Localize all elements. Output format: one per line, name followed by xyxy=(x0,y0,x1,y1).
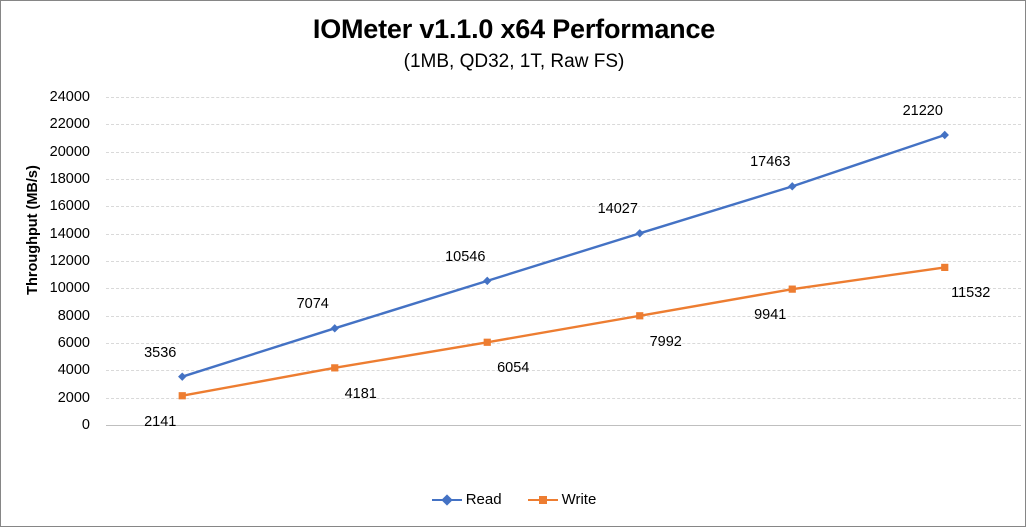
gridline xyxy=(106,97,1021,98)
data-label-read: 3536 xyxy=(144,344,177,361)
gridline xyxy=(106,370,1021,372)
data-label-read: 14027 xyxy=(597,201,638,218)
y-axis-tick-label: 6000 xyxy=(57,335,90,351)
legend-label: Read xyxy=(465,491,502,508)
gridline xyxy=(106,288,1021,290)
data-label-read: 21220 xyxy=(902,102,943,119)
y-axis-tick-label: 10000 xyxy=(49,280,90,297)
plot-area: 24000 22000 20000 18000 16000 14000 12000 10000… xyxy=(50,89,1021,433)
data-label-read: 10546 xyxy=(445,248,486,265)
data-label-read: 7074 xyxy=(296,296,329,313)
y-axis-tick-label: 18000 xyxy=(49,171,90,187)
data-label-write: 9941 xyxy=(754,307,787,324)
x-axis-line xyxy=(106,425,1021,426)
legend-label: Write xyxy=(561,491,597,508)
gridline xyxy=(106,261,1021,262)
legend-symbol-square-icon xyxy=(538,495,547,504)
data-label-write: 6054 xyxy=(497,360,530,377)
chart-legend: Read Write xyxy=(1,491,1025,508)
legend-marker-diamond-icon xyxy=(431,493,462,507)
gridline xyxy=(106,206,1021,208)
y-axis-tick-label: 0 xyxy=(81,417,90,433)
y-axis-tick-label: 4000 xyxy=(57,362,90,379)
gridline xyxy=(106,179,1021,180)
data-label-write: 4181 xyxy=(344,385,377,402)
legend-entry-write[interactable]: Write xyxy=(527,491,597,508)
y-axis-tick-label: 22000 xyxy=(49,116,90,133)
gridline xyxy=(106,151,1021,153)
data-label-write: 2141 xyxy=(144,413,177,430)
y-axis-tick-label: 24000 xyxy=(49,89,90,105)
y-axis-tick-label: 12000 xyxy=(49,253,90,269)
legend-entry-read[interactable]: Read xyxy=(431,491,502,508)
y-axis-tick-label: 16000 xyxy=(49,198,90,215)
y-axis-tick-label: 14000 xyxy=(49,225,90,242)
gridline xyxy=(106,233,1021,235)
data-label-read: 17463 xyxy=(750,154,791,171)
chart-title: IOMeter v1.1.0 x64 Performance xyxy=(312,14,716,44)
gridline xyxy=(106,343,1021,344)
y-axis-tick-label: 2000 xyxy=(57,389,90,406)
legend-marker-square-icon xyxy=(527,493,558,507)
data-label-write: 7992 xyxy=(649,333,682,350)
data-label-write: 11532 xyxy=(951,285,991,302)
y-axis-tick-label: 8000 xyxy=(57,307,90,324)
chart-subtitle: (1MB, QD32, 1T, Raw FS) xyxy=(403,51,625,72)
legend-symbol-diamond-icon xyxy=(441,493,453,506)
y-axis-tick-label: 20000 xyxy=(49,143,90,160)
gridline xyxy=(106,397,1021,399)
gridline xyxy=(106,315,1021,317)
gridline xyxy=(106,124,1021,126)
